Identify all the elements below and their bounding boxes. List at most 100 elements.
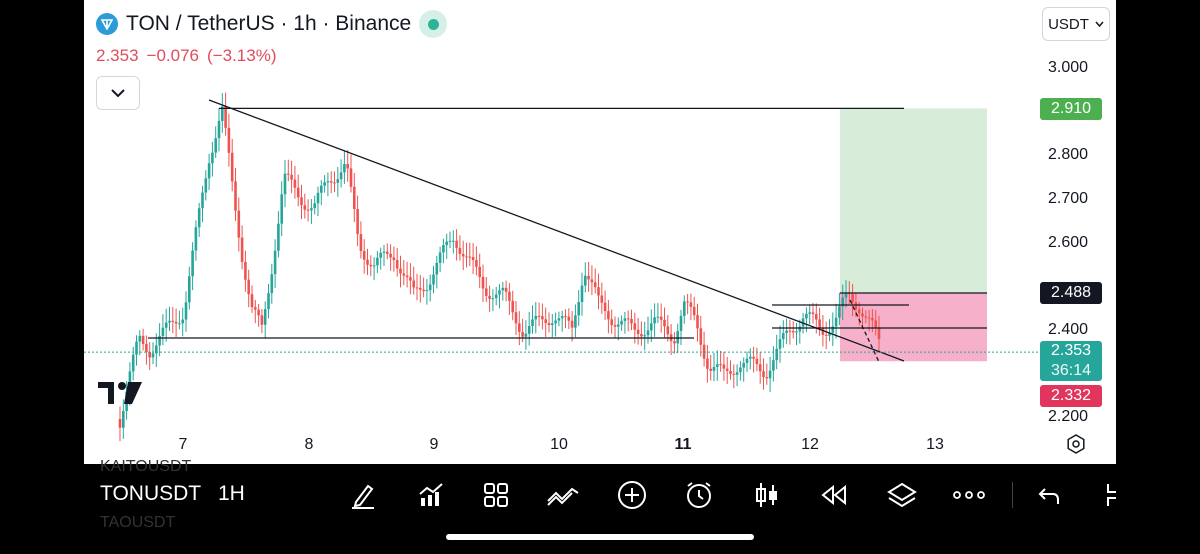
candle-body <box>877 327 881 339</box>
candle-body <box>574 315 577 328</box>
currency-selector[interactable]: USDT <box>1042 7 1110 41</box>
candle-body <box>808 312 811 314</box>
candle-body <box>234 181 237 211</box>
candle-body <box>861 313 864 317</box>
candle-body <box>273 250 277 275</box>
stop-price-badge: 2.332 <box>1040 385 1102 407</box>
candle-body <box>254 307 257 310</box>
price-change: −0.076 <box>146 46 200 65</box>
candle-body <box>560 316 564 319</box>
candle-body <box>217 120 221 139</box>
replay-icon[interactable] <box>816 478 850 512</box>
more-icon[interactable] <box>952 478 986 512</box>
chart-header: TON / TetherUS · 1h · Binance <box>96 10 448 38</box>
candle-body <box>864 316 868 318</box>
time-tick: 13 <box>926 436 944 453</box>
candle-body <box>696 315 699 329</box>
candle-body <box>659 316 663 320</box>
candle-body <box>617 324 620 327</box>
candle-body <box>339 172 343 180</box>
layout-icon[interactable] <box>1094 478 1116 512</box>
candle-body <box>854 302 858 310</box>
candle-body <box>283 173 287 195</box>
settings-icon[interactable] <box>1066 434 1086 454</box>
chevron-down-icon <box>111 89 125 98</box>
chart-type-icon[interactable] <box>750 478 784 512</box>
symbol-title[interactable]: TON / TetherUS · 1h · Binance <box>126 12 412 35</box>
candle-body <box>716 364 719 367</box>
candle-body <box>692 306 696 316</box>
candle-body <box>458 247 462 254</box>
candle-body <box>739 367 742 373</box>
candle-body <box>475 260 478 267</box>
time-tick: 10 <box>550 436 568 453</box>
candle-body <box>673 341 676 344</box>
candle-body <box>610 319 613 325</box>
candle-body <box>725 368 729 372</box>
last-price-value: 2.353 <box>1050 342 1092 359</box>
timeframe-selector[interactable]: 1H <box>218 482 245 505</box>
candle-body <box>600 295 604 303</box>
candle-body <box>485 288 488 296</box>
bottom-toolbar: KAITOUSDT TONUSDT TAOUSDT 1H <box>84 458 1116 531</box>
candle-body <box>818 319 821 328</box>
market-status-icon[interactable] <box>419 10 448 38</box>
candle-body <box>494 294 498 299</box>
compare-icon[interactable] <box>546 478 580 512</box>
candle-body <box>141 335 145 345</box>
candle-body <box>534 315 538 320</box>
layers-icon[interactable] <box>885 478 919 512</box>
add-icon[interactable] <box>615 478 649 512</box>
templates-icon[interactable] <box>479 478 513 512</box>
candle-body <box>844 292 848 298</box>
candle-body <box>722 364 726 369</box>
candle-body <box>201 192 204 209</box>
indicators-icon[interactable] <box>414 478 448 512</box>
candle-body <box>752 356 755 359</box>
price-chart[interactable] <box>84 0 1116 464</box>
candle-body <box>508 291 511 301</box>
candle-body <box>874 320 877 328</box>
candle-body <box>488 295 491 299</box>
undo-icon[interactable] <box>1032 478 1066 512</box>
candle-body <box>478 266 481 277</box>
candle-body <box>306 209 310 211</box>
candle-body <box>541 316 544 320</box>
candle-body <box>174 321 178 324</box>
price-tick: 2.400 <box>1048 321 1089 338</box>
tradingview-logo <box>98 380 142 414</box>
chevron-down-icon <box>1095 21 1104 27</box>
drawing-icon[interactable] <box>346 478 380 512</box>
candle-body <box>227 127 231 153</box>
candle-body <box>778 339 782 349</box>
alert-icon[interactable] <box>682 478 716 512</box>
candle-body <box>267 293 270 310</box>
candle-body <box>620 320 623 325</box>
candle-body <box>742 362 745 368</box>
symbol-selector[interactable]: TONUSDT <box>100 482 202 505</box>
candle-body <box>353 186 356 210</box>
candle-body <box>214 138 217 153</box>
time-tick: 9 <box>429 436 439 453</box>
chart-area[interactable]: TON / TetherUS · 1h · Binance 2.353 −0.07… <box>84 0 1116 464</box>
symbol-prev: KAITOUSDT <box>100 458 192 475</box>
candle-body <box>171 320 175 322</box>
candle-body <box>244 261 247 280</box>
candle-body <box>732 373 736 375</box>
candle-body <box>293 179 297 188</box>
candle-body <box>834 317 838 327</box>
candle-body <box>831 326 835 333</box>
entry-price-badge: 2.488 <box>1040 282 1102 304</box>
time-tick: 7 <box>178 436 188 453</box>
candle-body <box>867 317 871 319</box>
candle-body <box>333 182 336 184</box>
candle-body <box>131 354 135 372</box>
candle-body <box>362 251 366 260</box>
candle-body <box>501 287 505 291</box>
candle-body <box>838 306 841 318</box>
candle-body <box>257 309 260 316</box>
candle-body <box>415 287 419 289</box>
candle-body <box>699 328 703 345</box>
candle-body <box>841 297 844 307</box>
collapse-button[interactable] <box>96 76 140 110</box>
